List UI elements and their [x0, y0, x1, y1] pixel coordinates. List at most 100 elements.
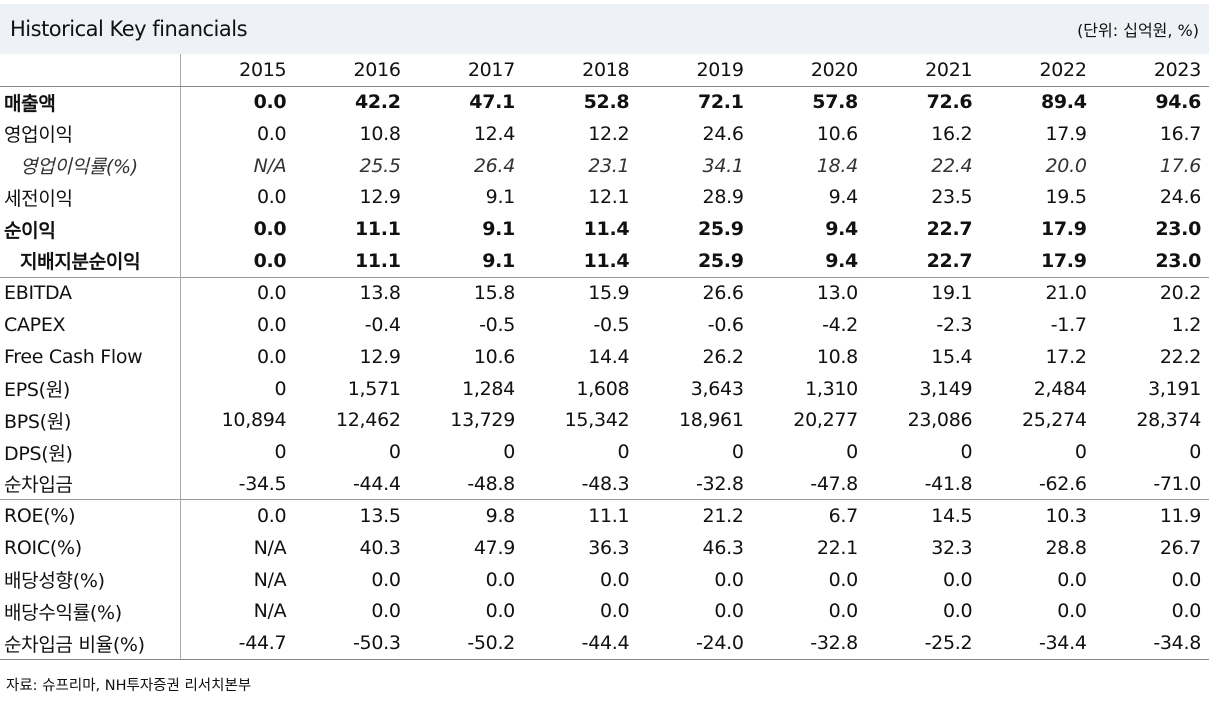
table-cell: 1.2: [1171, 313, 1202, 336]
row-label: EPS(원): [0, 372, 181, 405]
column-header-2015: 2015: [180, 54, 295, 87]
table-cell: -47.8: [810, 472, 858, 495]
table-cell: 9.1: [485, 186, 516, 209]
table-cell: 15.4: [931, 345, 973, 368]
table-cell: 12.2: [588, 122, 630, 145]
table-cell: 13.0: [751, 276, 866, 309]
table-cell: 28,374: [1136, 409, 1201, 432]
table-cell: -48.8: [467, 472, 515, 495]
table-row: 배당성향(%) N/A 0.0 0.0 0.0 0.0 0.0 0.0 0.0 0.0: [0, 563, 1209, 596]
table-cell: 57.8: [812, 91, 858, 114]
table-cell: 0: [503, 441, 515, 464]
table-cell: 0.0: [371, 600, 401, 623]
table-cell: -0.6: [707, 313, 744, 336]
table-cell: 11.9: [1094, 499, 1209, 532]
table-cell: 6.7: [751, 499, 866, 532]
table-cell: N/A: [253, 536, 287, 559]
table-cell: 14.5: [865, 499, 981, 532]
table-cell: 28.9: [702, 186, 744, 209]
table-cell: 0.0: [485, 600, 516, 623]
table-cell: 21.0: [980, 276, 1095, 309]
table-cell: 32.3: [931, 536, 973, 559]
table-cell: 19.5: [1045, 186, 1087, 209]
table-cell: 0.0: [257, 122, 287, 145]
table-cell: 0.0: [942, 568, 973, 591]
source-note: 자료: 슈프리마, NH투자증권 리서치본부: [6, 678, 252, 694]
table-cell: 15.9: [522, 276, 638, 309]
table-row: 영업이익률(%) N/A 25.5 26.4 23.1 34.1 18.4 22.4 20.0 1…: [0, 149, 1209, 182]
table-cell: 0.0: [180, 276, 295, 309]
table-cell: 10.6: [473, 345, 515, 368]
row-label: 순차입금 비율(%): [0, 627, 181, 660]
column-header-2019: 2019: [637, 54, 752, 87]
row-label: CAPEX: [0, 308, 181, 341]
table-cell: 10.8: [359, 122, 401, 145]
table-cell: -4.2: [822, 313, 858, 336]
table-cell: 9.8: [408, 499, 523, 532]
table-cell: 2,484: [1033, 377, 1087, 400]
table-cell: 17.9: [1040, 249, 1087, 272]
table-cell: 0.0: [1057, 568, 1087, 591]
table-cell: 28.8: [1045, 536, 1087, 559]
table-cell: 36.3: [588, 536, 630, 559]
table-cell: -32.8: [695, 472, 744, 495]
table-cell: 11.1: [354, 249, 401, 272]
table-row: ROE(%) 0.0 13.5 9.8 11.1 21.2 6.7 14.5 10.3 11.9: [0, 499, 1209, 532]
table-cell: 1,571: [347, 377, 401, 400]
table-cell: 22.1: [816, 536, 858, 559]
table-cell: 42.2: [354, 91, 401, 114]
table-cell: -62.6: [1038, 472, 1087, 495]
table-cell: -0.4: [364, 313, 401, 336]
row-label: Free Cash Flow: [0, 340, 181, 373]
table-cell: N/A: [253, 568, 287, 591]
table-cell: 0.0: [828, 600, 859, 623]
table-cell: 10.6: [816, 122, 858, 145]
table-cell: 10,894: [221, 409, 287, 432]
table-cell: 21.2: [637, 499, 752, 532]
table-cell: 3,643: [690, 377, 744, 400]
table-row: EPS(원) 0 1,571 1,284 1,608 3,643 1,310 3,149 2,4…: [0, 372, 1209, 405]
table-cell: 12.4: [473, 122, 515, 145]
table-cell: 0.0: [599, 568, 630, 591]
table-header-bar: Historical Key financials (단위: 십억원, %): [0, 4, 1209, 54]
unit-note: (단위: 십억원, %): [1077, 21, 1199, 40]
table-cell: 13,729: [450, 409, 515, 432]
table-cell: 0.0: [180, 499, 295, 532]
table-cell: 0.0: [371, 568, 401, 591]
table-cell: 0: [1074, 441, 1087, 464]
table-cell: 13.5: [294, 499, 409, 532]
row-label: 지배지분순이익: [0, 245, 181, 278]
table-cell: 0.0: [1171, 600, 1202, 623]
table-row: 세전이익 0.0 12.9 9.1 12.1 28.9 9.4 23.5 19.5 24.6: [0, 181, 1209, 214]
table-cell: 13.8: [294, 276, 409, 309]
table-cell: N/A: [253, 600, 287, 623]
table-cell: 23.1: [588, 154, 630, 177]
table-cell: 20.2: [1094, 276, 1209, 309]
row-label: EBITDA: [0, 276, 181, 309]
table-cell: 16.2: [931, 122, 973, 145]
page-title: Historical Key financials: [10, 17, 248, 41]
table-row: 영업이익 0.0 10.8 12.4 12.2 24.6 10.6 16.2 17.9 16.7: [0, 117, 1209, 150]
table-cell: 0.0: [257, 345, 287, 368]
table-cell: -48.3: [581, 472, 630, 495]
table-cell: -44.4: [352, 472, 401, 495]
table-row: Free Cash Flow 0.0 12.9 10.6 14.4 26.2 10.8 15.…: [0, 340, 1209, 373]
table-cell: 52.8: [583, 91, 630, 114]
table-cell: 11.1: [522, 499, 638, 532]
table-cell: 9.1: [482, 218, 515, 241]
table-cell: 14.4: [588, 345, 630, 368]
table-cell: 20.0: [1045, 154, 1087, 177]
table-cell: 0.0: [253, 91, 287, 114]
table-cell: 15,342: [564, 409, 630, 432]
table-cell: 47.1: [469, 91, 515, 114]
row-label: 영업이익률(%): [0, 149, 181, 182]
table-cell: 22.4: [931, 154, 973, 177]
table-row: DPS(원) 0 0 0 0 0 0 0 0 0: [0, 436, 1209, 469]
table-cell: 17.2: [1045, 345, 1087, 368]
table-cell: 1,608: [576, 377, 630, 400]
table-cell: 0.0: [714, 600, 744, 623]
table-cell: 72.6: [926, 91, 973, 114]
column-header-2023: 2023: [1094, 54, 1209, 87]
column-header-row: 2015 2016 2017 2018 2019 2020 2021 2022 2023: [0, 54, 1209, 87]
table-row: 지배지분순이익 0.0 11.1 9.1 11.4 25.9 9.4 22.7 17.9 23.0: [0, 245, 1209, 278]
